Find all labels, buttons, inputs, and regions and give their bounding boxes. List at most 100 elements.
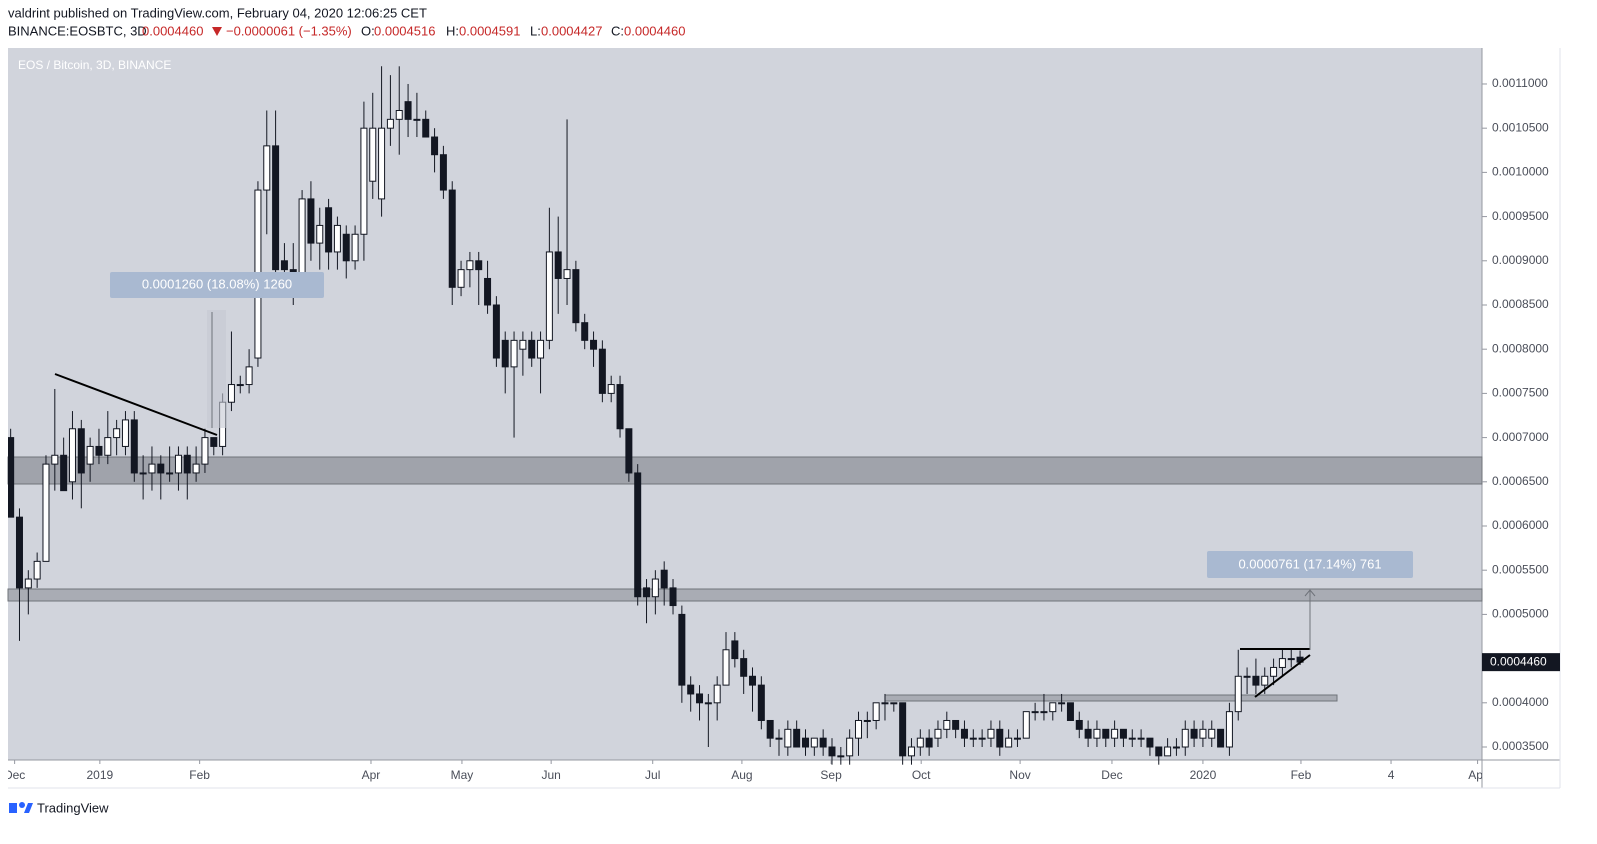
candle-body — [1102, 728, 1110, 739]
candle-body — [722, 649, 730, 686]
candle-body — [139, 472, 147, 475]
candle-body — [651, 578, 659, 598]
change: −0.0000061 (−1.35%) — [226, 23, 352, 38]
candle-body — [501, 339, 509, 368]
candle-body — [413, 118, 421, 121]
candle-body — [1261, 675, 1269, 686]
candle-body — [245, 366, 253, 386]
candle-body — [713, 684, 721, 704]
down-arrow — [212, 27, 222, 36]
candle-body — [943, 719, 951, 730]
logo-mark — [24, 803, 33, 813]
measure-box — [110, 272, 324, 298]
candle-body — [1040, 711, 1048, 714]
y-tick-label: 0.0004000 — [1492, 695, 1549, 709]
candle-body — [1199, 728, 1207, 739]
candle-body — [696, 693, 704, 704]
candle-body — [793, 728, 801, 748]
c-value: 0.0004460 — [624, 23, 685, 38]
candle-body — [828, 746, 836, 757]
x-tick-label: Feb — [189, 768, 210, 782]
candle-body — [687, 684, 695, 695]
candle-body — [1128, 737, 1136, 740]
candle-body — [1022, 711, 1030, 739]
plot-area — [8, 48, 1482, 760]
candle-body — [475, 260, 483, 271]
candle-body — [1164, 746, 1172, 757]
candle-body — [280, 260, 288, 271]
candle-body — [625, 428, 633, 474]
arrow-head — [1304, 589, 1316, 597]
candle-body — [210, 437, 218, 447]
candle-body — [519, 339, 527, 350]
candle-body — [1217, 728, 1225, 748]
author-line: valdrint published on TradingView.com, F… — [8, 5, 427, 20]
y-tick-label: 0.0003500 — [1492, 739, 1549, 753]
candle-body — [1031, 711, 1039, 714]
y-tick-label: 0.0005500 — [1492, 562, 1549, 576]
candle-body — [360, 127, 368, 235]
candle-body — [1137, 737, 1145, 740]
candle-body — [1172, 746, 1180, 749]
candle-body — [598, 348, 606, 394]
candle-body — [351, 233, 359, 262]
candle-body — [386, 118, 394, 129]
c-label: C: — [611, 23, 624, 38]
candle-body — [1155, 746, 1163, 757]
candle-body — [68, 428, 76, 483]
symbol: BINANCE:EOSBTC, 3D — [8, 23, 147, 38]
x-tick-label: 4 — [1388, 768, 1395, 782]
candle-body — [42, 463, 50, 562]
candle-body — [457, 269, 465, 288]
l-label: L: — [530, 23, 541, 38]
candle-body — [934, 728, 942, 739]
candle-body — [907, 746, 915, 757]
candle-body — [148, 463, 156, 474]
candle-body — [537, 339, 545, 359]
last-price-tag — [1482, 653, 1560, 672]
candle-body — [1111, 728, 1119, 739]
candle-body — [484, 277, 492, 306]
logo-mark — [19, 802, 25, 808]
candle-body — [925, 737, 933, 748]
candle-body — [960, 728, 968, 739]
candle-body — [554, 251, 562, 279]
candle-body — [854, 719, 862, 739]
candle-body — [669, 587, 677, 607]
y-tick-label: 0.0005000 — [1492, 607, 1549, 621]
y-tick-label: 0.0008500 — [1492, 297, 1549, 311]
candle-body — [581, 322, 589, 341]
o-label: O: — [361, 23, 375, 38]
candle-body — [978, 737, 986, 740]
candle-body — [563, 269, 571, 279]
h-label: H: — [446, 23, 459, 38]
candle-body — [704, 702, 712, 705]
measure-box — [1207, 551, 1413, 578]
candle-body — [987, 728, 995, 739]
candle-body — [236, 384, 244, 387]
last: 0.0004460 — [142, 23, 203, 38]
y-tick-label: 0.0007000 — [1492, 430, 1549, 444]
brand: TradingView — [37, 800, 109, 815]
logo-mark — [9, 803, 17, 813]
candle-body — [890, 702, 898, 705]
last-price-label: 0.0004460 — [1490, 654, 1547, 668]
o-value: 0.0004516 — [374, 23, 435, 38]
candle-body — [528, 339, 536, 359]
candle-body — [572, 269, 580, 324]
candle-body — [8, 437, 15, 518]
resistance-zone — [7, 456, 1483, 485]
candle-body — [15, 516, 23, 589]
candle-body — [431, 136, 439, 156]
candle-body — [969, 737, 977, 740]
candle-body — [1058, 702, 1066, 705]
candle-body — [325, 207, 333, 253]
candle-body — [801, 737, 809, 748]
x-axis: Dec 2019 Feb Apr May Jun Jul Aug Sep Oct Nov Dec 202… — [8, 760, 1482, 782]
candle-body — [104, 437, 112, 456]
candle-body — [590, 339, 598, 350]
candle-body — [113, 428, 121, 439]
measure-label: 0.0001260 (18.08%) 1260 — [142, 276, 292, 291]
candle-body — [616, 384, 624, 430]
